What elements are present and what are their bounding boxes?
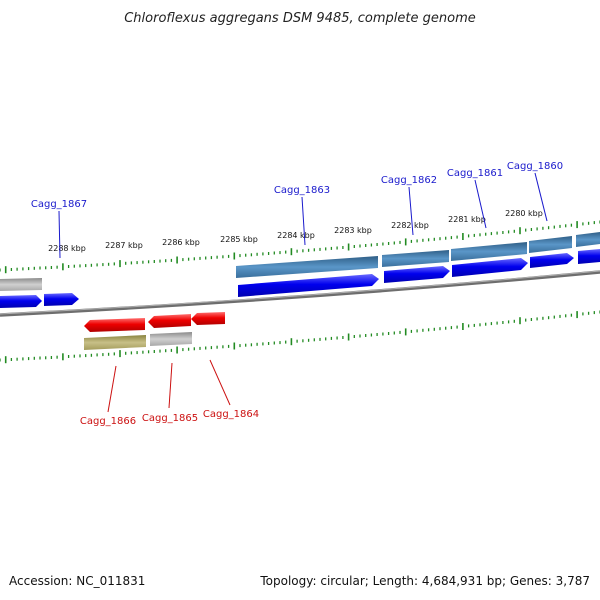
gene-feature[interactable] xyxy=(529,236,572,253)
label-leader xyxy=(168,362,173,409)
cds-feature[interactable] xyxy=(148,314,191,328)
scale-label: 2283 kbp xyxy=(334,226,372,235)
label-leader xyxy=(58,210,61,259)
feature-label-cagg-1866[interactable]: Cagg_1866 xyxy=(80,416,136,427)
scale-label: 2288 kbp xyxy=(48,244,86,253)
reverse-cds-track xyxy=(84,312,225,332)
cds-feature[interactable] xyxy=(384,266,450,283)
cds-feature[interactable] xyxy=(0,295,42,308)
gene-feature[interactable] xyxy=(150,332,192,346)
gene-feature[interactable] xyxy=(236,256,378,278)
cds-feature[interactable] xyxy=(84,318,145,332)
label-leader xyxy=(301,196,306,246)
gene-feature[interactable] xyxy=(0,278,42,291)
reverse-feature-labels: Cagg_1866 Cagg_1865 Cagg_1864 xyxy=(80,359,259,427)
genome-backbone xyxy=(0,270,600,317)
reverse-scale-ruler xyxy=(0,310,600,364)
feature-label-cagg-1865[interactable]: Cagg_1865 xyxy=(142,413,198,424)
scale-label: 2286 kbp xyxy=(162,238,200,247)
reverse-gene-track xyxy=(84,332,192,350)
cds-feature[interactable] xyxy=(452,258,528,277)
label-leader xyxy=(408,186,414,236)
scale-labels: 2288 kbp 2287 kbp 2286 kbp 2285 kbp 2284… xyxy=(48,209,543,253)
scale-label: 2285 kbp xyxy=(220,235,258,244)
feature-label-cagg-1860[interactable]: Cagg_1860 xyxy=(507,161,563,172)
gene-feature[interactable] xyxy=(84,335,146,350)
scale-label: 2281 kbp xyxy=(448,215,486,224)
forward-gene-track xyxy=(0,232,600,291)
accession-text: Accession: NC_011831 xyxy=(9,574,146,588)
label-leader xyxy=(107,365,117,413)
cds-feature[interactable] xyxy=(238,274,379,297)
feature-label-cagg-1867[interactable]: Cagg_1867 xyxy=(31,199,87,210)
scale-label: 2282 kbp xyxy=(391,221,429,230)
label-leader xyxy=(534,172,548,222)
cds-feature[interactable] xyxy=(578,249,600,264)
forward-feature-labels: Cagg_1867 Cagg_1863 Cagg_1862 Cagg_1861 … xyxy=(31,161,563,259)
forward-scale-ruler xyxy=(0,220,600,274)
feature-label-cagg-1864[interactable]: Cagg_1864 xyxy=(203,409,259,420)
feature-label-cagg-1862[interactable]: Cagg_1862 xyxy=(381,175,437,186)
label-leader xyxy=(474,179,487,229)
scale-label: 2284 kbp xyxy=(277,231,315,240)
cds-feature[interactable] xyxy=(191,312,225,325)
feature-label-cagg-1861[interactable]: Cagg_1861 xyxy=(447,168,503,179)
gene-feature[interactable] xyxy=(382,250,449,267)
genome-backbone-highlight xyxy=(0,270,600,315)
gene-feature[interactable] xyxy=(451,242,527,261)
cds-feature[interactable] xyxy=(44,293,79,306)
scale-label: 2287 kbp xyxy=(105,241,143,250)
gene-feature[interactable] xyxy=(576,232,600,247)
genome-summary-text: Topology: circular; Length: 4,684,931 bp… xyxy=(260,574,590,588)
label-leader xyxy=(209,359,231,406)
forward-cds-track xyxy=(0,249,600,308)
scale-label: 2280 kbp xyxy=(505,209,543,218)
map-title: Chloroflexus aggregans DSM 9485, complet… xyxy=(124,11,476,26)
feature-label-cagg-1863[interactable]: Cagg_1863 xyxy=(274,185,330,196)
cds-feature[interactable] xyxy=(530,253,574,268)
